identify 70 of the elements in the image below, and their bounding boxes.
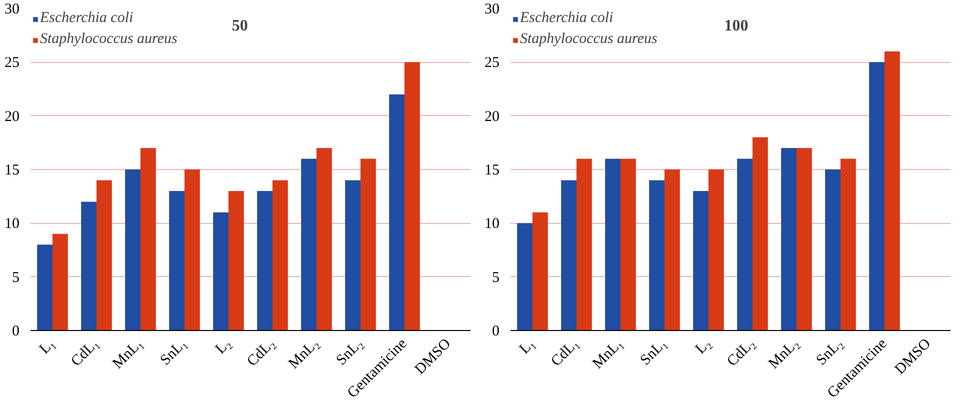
x-tick-label: CdL₂	[244, 336, 278, 370]
x-tick-label: L₂	[692, 336, 714, 358]
bar	[228, 190, 244, 330]
bar	[184, 170, 200, 330]
bar	[37, 244, 52, 330]
y-tick-label: 5	[12, 270, 20, 286]
x-tick-label: CdL₁	[68, 336, 102, 370]
bar	[272, 180, 288, 330]
bar	[316, 148, 332, 330]
bar	[561, 180, 576, 330]
bar	[140, 148, 156, 330]
y-tick-label: 10	[484, 216, 500, 232]
bar	[301, 158, 316, 330]
y-tick-label: 15	[484, 162, 500, 178]
bar	[737, 158, 752, 330]
bar	[664, 170, 680, 330]
legend-label: Escherchia coli	[40, 10, 134, 27]
bar	[257, 190, 272, 330]
bar	[781, 148, 796, 330]
bar	[708, 170, 724, 330]
x-tick-label: SnL₁	[157, 336, 190, 369]
bar	[125, 170, 140, 330]
text: 50	[232, 18, 248, 34]
y-tick-label: 20	[4, 108, 20, 125]
legend-label: Escherchia coli	[520, 10, 614, 27]
y-tick-label: 25	[484, 55, 500, 72]
y-tick-label: 0	[12, 324, 20, 340]
bar	[576, 158, 592, 330]
bar	[360, 158, 376, 330]
x-tick-label: L₁	[36, 336, 58, 358]
y-tick-label: 0	[492, 324, 500, 340]
bar	[404, 62, 420, 330]
bar	[869, 62, 884, 330]
x-tick-label: MnL₂	[286, 336, 322, 372]
bar	[345, 180, 360, 330]
bar	[213, 212, 228, 330]
y-tick-label: 20	[484, 108, 500, 125]
legend-label: Staphylococcus aureus	[40, 31, 178, 48]
bar	[389, 94, 404, 330]
bar	[52, 234, 68, 330]
y-tick-label: 25	[4, 55, 20, 72]
x-tick-label: MnL₁	[590, 336, 626, 372]
bar	[840, 158, 856, 330]
bar	[649, 180, 664, 330]
bar	[169, 190, 184, 330]
bar	[884, 51, 900, 330]
text: 100	[724, 18, 748, 34]
bar	[620, 158, 636, 330]
bar	[693, 190, 708, 330]
y-tick-label: 15	[4, 162, 20, 178]
legend-label: Staphylococcus aureus	[520, 31, 658, 48]
y-tick-label: 5	[492, 270, 500, 286]
y-tick-label: 30	[484, 2, 500, 18]
bar	[81, 202, 96, 330]
y-tick-label: 10	[4, 216, 20, 232]
x-tick-label: CdL₂	[724, 336, 758, 370]
bar	[517, 223, 532, 330]
x-tick-label: L₁	[516, 336, 538, 358]
bar	[752, 137, 768, 330]
x-tick-label: MnL₂	[766, 336, 802, 372]
bar	[825, 170, 840, 330]
x-tick-label: L₂	[212, 336, 234, 358]
bar	[605, 158, 620, 330]
x-tick-label: CdL₁	[548, 336, 582, 370]
y-tick-label: 30	[4, 2, 20, 18]
bar	[96, 180, 112, 330]
bar	[532, 212, 548, 330]
x-tick-label: SnL₁	[637, 336, 670, 369]
bar	[796, 148, 812, 330]
x-tick-label: MnL₁	[110, 336, 146, 372]
